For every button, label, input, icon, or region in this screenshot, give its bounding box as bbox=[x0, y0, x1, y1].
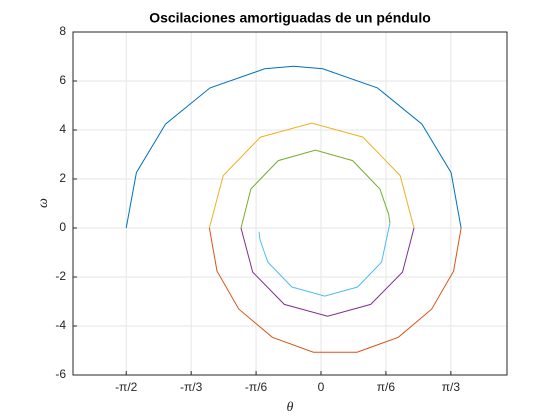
y-tick-label: -6 bbox=[55, 367, 66, 381]
series-line bbox=[240, 227, 415, 317]
chart-title: Oscilaciones amortiguadas de un péndulo bbox=[149, 10, 431, 26]
x-tick-label: 0 bbox=[318, 380, 325, 394]
series-line bbox=[208, 122, 415, 229]
series-line bbox=[125, 65, 462, 229]
y-axis-label: ω bbox=[36, 198, 51, 208]
y-tick-label: 0 bbox=[59, 220, 66, 234]
y-tick-label: -4 bbox=[55, 318, 66, 332]
series-line bbox=[240, 149, 391, 229]
x-tick-label: π/6 bbox=[377, 380, 396, 394]
x-tick-label: -π/6 bbox=[245, 380, 268, 394]
plot-frame bbox=[72, 31, 508, 376]
x-tick-label: π/3 bbox=[442, 380, 461, 394]
x-tick-label: -π/3 bbox=[180, 380, 203, 394]
series-line bbox=[208, 227, 462, 353]
y-tick-label: 4 bbox=[59, 122, 66, 136]
x-tick-label: -π/2 bbox=[115, 380, 138, 394]
y-tick-label: 6 bbox=[59, 73, 66, 87]
y-tick-label: 8 bbox=[59, 24, 66, 38]
series-line bbox=[258, 222, 391, 297]
y-tick-label: -2 bbox=[55, 269, 66, 283]
x-axis-label: θ bbox=[287, 400, 294, 415]
y-tick-label: 2 bbox=[59, 171, 66, 185]
